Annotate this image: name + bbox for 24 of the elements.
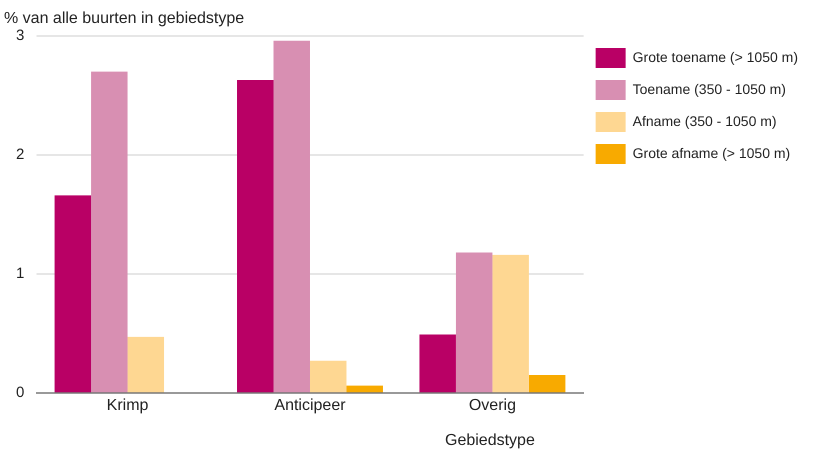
y-tick-label: 2 <box>16 146 24 164</box>
y-tick-label: 3 <box>16 27 24 44</box>
legend-label: Afname (350 - 1050 m) <box>632 112 777 129</box>
legend-label: Grote toename (> 1050 m) <box>632 48 798 65</box>
legend-label: Toename (350 - 1050 m) <box>632 80 786 97</box>
bar <box>237 80 274 392</box>
x-axis-title: Gebiedstype <box>445 432 535 450</box>
bar <box>346 386 383 392</box>
y-tick-label: 1 <box>16 265 24 282</box>
bar <box>128 336 164 392</box>
bar <box>456 252 492 392</box>
bar <box>419 334 456 392</box>
x-tick-label: Anticipeer <box>274 396 346 414</box>
x-tick-label: Krimp <box>106 396 149 414</box>
bar <box>310 360 346 392</box>
bar <box>492 254 529 392</box>
y-axis-title: % van alle buurten in gebiedstype <box>4 10 244 28</box>
y-tick-label: 0 <box>16 384 24 401</box>
x-tick-label: Overig <box>468 396 516 414</box>
bar <box>274 40 310 392</box>
bar <box>54 195 92 392</box>
bar <box>91 72 128 392</box>
bar <box>528 374 566 392</box>
legend-label: Grote afname (> 1050 m) <box>632 144 790 161</box>
